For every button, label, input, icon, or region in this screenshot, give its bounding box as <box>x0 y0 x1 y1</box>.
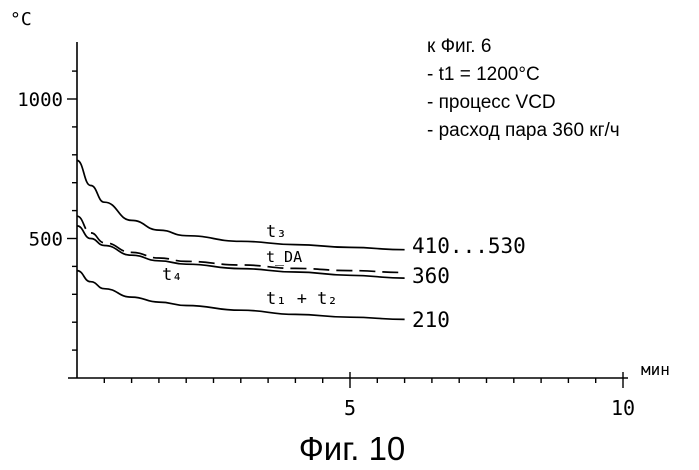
series-group: t₃ t_DA t₄ t₁ + t₂ 410...530 360 210 <box>76 159 526 332</box>
y-minor-ticks <box>72 70 77 351</box>
annotation-line: к Фиг. 6 <box>427 36 491 57</box>
x-tick-label: 5 <box>344 396 356 420</box>
series-label: t₄ <box>162 265 182 285</box>
series-label: t₁ + t₂ <box>266 289 338 309</box>
y-tick-label: 500 <box>29 229 63 251</box>
series-line-tda <box>76 215 405 274</box>
y-axis-unit: °C <box>10 9 32 30</box>
annotation-block: к Фиг. 6 - t1 = 1200°C - процесс VCD - р… <box>427 36 620 141</box>
major-ticks: 500 1000 5 10 <box>17 89 635 420</box>
figure-caption: Фиг. 10 <box>299 430 406 467</box>
annotation-line: - t1 = 1200°C <box>427 64 540 85</box>
series-line-t1-t2 <box>76 269 405 321</box>
x-tick-label: 10 <box>611 396 635 420</box>
x-axis-unit: мин <box>641 360 670 379</box>
annotation-line: - расход пара 360 кг/ч <box>427 120 620 141</box>
series-line-t3 <box>76 159 405 251</box>
series-end-label: 410...530 <box>412 234 526 258</box>
series-line-t4 <box>76 225 405 279</box>
series-label: t₃ <box>266 222 286 242</box>
x-minor-ticks <box>103 378 597 383</box>
annotation-line: - процесс VCD <box>427 92 556 113</box>
series-label: t_DA <box>266 248 302 266</box>
series-end-label: 360 <box>412 264 450 288</box>
y-tick-label: 1000 <box>17 89 63 111</box>
series-end-label: 210 <box>412 308 450 332</box>
